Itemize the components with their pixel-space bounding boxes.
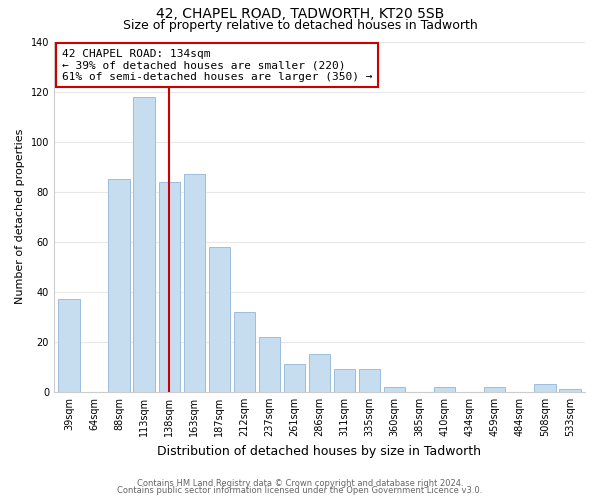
Bar [158,182,180,392]
Text: Contains HM Land Registry data © Crown copyright and database right 2024.: Contains HM Land Registry data © Crown c… [137,478,463,488]
Text: 42 CHAPEL ROAD: 134sqm
← 39% of detached houses are smaller (220)
61% of semi-de: 42 CHAPEL ROAD: 134sqm ← 39% of detached… [62,48,373,82]
Bar [259,337,280,392]
Bar [109,179,130,392]
Bar [359,370,380,392]
Bar [133,96,155,392]
Y-axis label: Number of detached properties: Number of detached properties [15,129,25,304]
Bar [309,354,330,392]
Bar [233,312,255,392]
Bar [384,387,405,392]
Bar [284,364,305,392]
X-axis label: Distribution of detached houses by size in Tadworth: Distribution of detached houses by size … [157,444,481,458]
Text: Size of property relative to detached houses in Tadworth: Size of property relative to detached ho… [122,18,478,32]
Text: 42, CHAPEL ROAD, TADWORTH, KT20 5SB: 42, CHAPEL ROAD, TADWORTH, KT20 5SB [156,8,444,22]
Bar [209,247,230,392]
Bar [184,174,205,392]
Bar [334,370,355,392]
Bar [434,387,455,392]
Bar [484,387,505,392]
Bar [58,300,80,392]
Bar [559,390,581,392]
Text: Contains public sector information licensed under the Open Government Licence v3: Contains public sector information licen… [118,486,482,495]
Bar [534,384,556,392]
